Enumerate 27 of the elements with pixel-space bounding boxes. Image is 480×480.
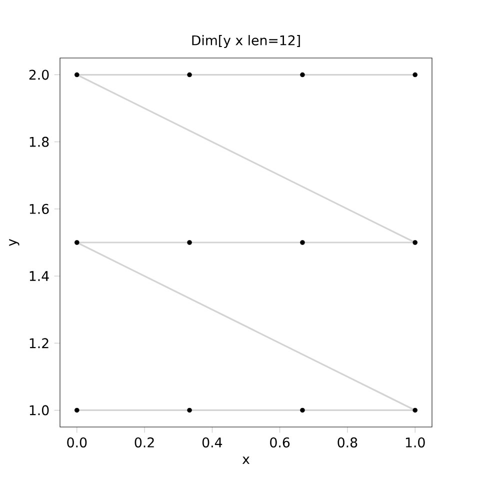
y-axis-title: y bbox=[9, 238, 20, 246]
y-tick-label: 1.2 bbox=[30, 338, 48, 348]
point bbox=[74, 408, 80, 413]
x-tick-label: 0.4 bbox=[202, 437, 222, 448]
y-tick-label: 1.4 bbox=[30, 271, 49, 281]
x-axis-title: x bbox=[242, 456, 250, 464]
point bbox=[412, 72, 418, 78]
y-tick-label: 1.6 bbox=[30, 204, 49, 214]
point bbox=[300, 72, 305, 78]
y-tick-label: 1.8 bbox=[30, 136, 49, 147]
x-tick-label: 0.0 bbox=[67, 437, 87, 448]
point bbox=[300, 408, 305, 413]
point bbox=[187, 72, 192, 78]
point bbox=[187, 240, 192, 245]
point bbox=[300, 240, 305, 245]
x-tick-label: 1.0 bbox=[406, 437, 425, 448]
point bbox=[412, 408, 418, 413]
point bbox=[412, 240, 418, 245]
point bbox=[74, 240, 80, 245]
point bbox=[74, 72, 80, 78]
x-tick-label: 0.2 bbox=[134, 437, 154, 448]
y-tick-label: 2.0 bbox=[29, 70, 49, 80]
x-tick-label: 0.6 bbox=[270, 437, 290, 448]
chart-title: Dim[y x len=12] bbox=[192, 35, 300, 48]
y-tick-label: 1.0 bbox=[30, 405, 49, 416]
x-tick-label: 0.8 bbox=[338, 437, 358, 448]
point bbox=[187, 408, 192, 413]
